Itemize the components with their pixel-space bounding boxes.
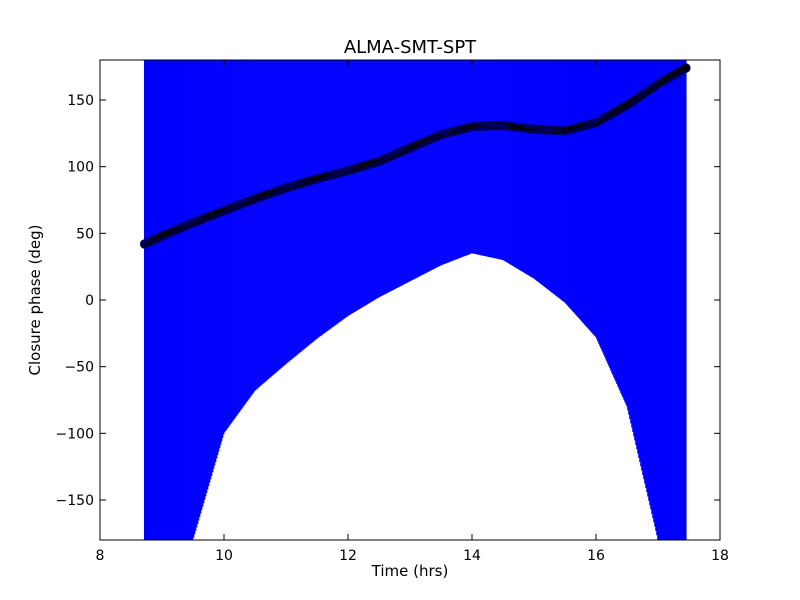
x-axis-label: Time (hrs) [371, 562, 449, 580]
y-tick-label: −150 [56, 493, 94, 509]
y-axis-ticks: −150 −100 −50 0 50 100 150 [56, 93, 720, 509]
y-axis-label: Closure phase (deg) [26, 225, 44, 376]
x-tick-label: 10 [215, 548, 233, 564]
y-tick-label: 150 [67, 93, 94, 109]
data-points [139, 63, 691, 249]
chart-title: ALMA-SMT-SPT [344, 37, 477, 58]
y-tick-label: 100 [67, 160, 94, 176]
data-point [681, 63, 691, 73]
y-tick-label: 0 [85, 293, 94, 309]
x-tick-label: 8 [96, 548, 105, 564]
error-band [143, 60, 687, 540]
y-tick-label: 50 [76, 226, 94, 242]
y-tick-label: −50 [64, 360, 94, 376]
x-tick-label: 12 [339, 548, 357, 564]
y-tick-label: −100 [56, 426, 94, 442]
x-tick-label: 14 [463, 548, 481, 564]
x-tick-label: 16 [587, 548, 605, 564]
x-axis-ticks: 8 10 12 14 16 18 [96, 60, 729, 564]
x-tick-label: 18 [711, 548, 729, 564]
